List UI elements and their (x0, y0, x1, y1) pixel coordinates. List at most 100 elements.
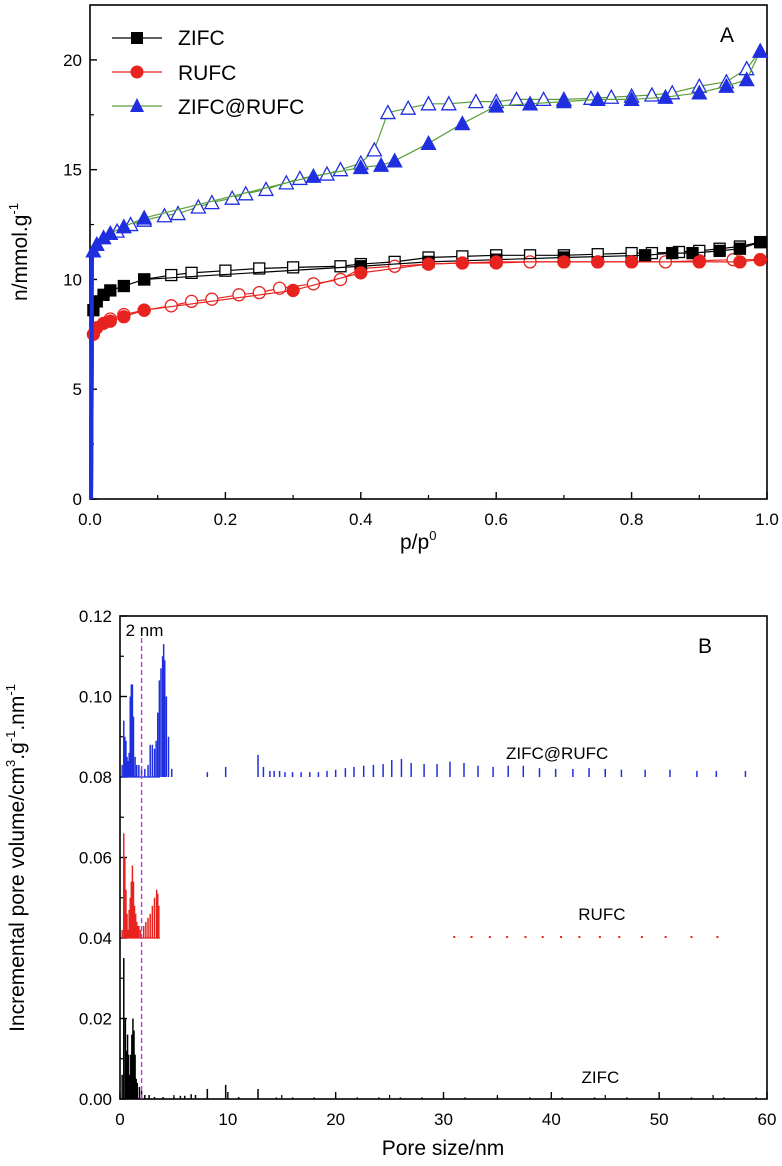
mark-rufc (640, 936, 643, 938)
adsorption-point-rufc (557, 255, 571, 269)
adsorption-point-zifc-rufc (589, 91, 606, 107)
x-tick-label-a: 0.4 (349, 510, 373, 529)
y-axis-title-a-sup: -1 (6, 203, 21, 215)
desorption-point-zifc-rufc (420, 95, 437, 111)
mark-rufc (578, 936, 581, 938)
desorption-point-zifc-rufc (379, 104, 396, 120)
x-axis-title-a-sup: 0 (429, 528, 436, 543)
desorption-point-zifc-rufc (169, 205, 187, 221)
series-label-rufc: RUFC (578, 905, 625, 924)
y-tick-label-a: 20 (63, 51, 82, 70)
desorption-point-rufc (387, 259, 402, 273)
mark-rufc (618, 936, 621, 938)
desorption-point-zifc (253, 262, 266, 275)
desorption-point-zifc-rufc (156, 207, 173, 223)
adsorption-point-zifc (754, 235, 767, 249)
y-tick-label-b: 0.08 (79, 768, 112, 787)
desorption-point-zifc-rufc (291, 170, 308, 186)
adsorption-point-rufc (489, 255, 503, 269)
adsorption-point-rufc (624, 255, 639, 269)
adsorption-point-zifc (686, 246, 699, 260)
adsorption-point-zifc-rufc (352, 159, 369, 175)
adsorption-point-zifc-rufc (305, 167, 322, 183)
mark-rufc (560, 936, 563, 938)
adsorption-point-zifc-rufc (420, 134, 437, 150)
desorption-point-rufc (252, 285, 266, 300)
y-tick-label-b: 0.12 (79, 607, 112, 626)
y-axis-title-b-sup3: -1 (3, 684, 18, 696)
adsorption-point-zifc-rufc (691, 84, 708, 100)
series-zifc (121, 958, 757, 1099)
two-nm-annotation: 2 nm (126, 621, 164, 640)
low-pressure-rise-zifc-rufc (89, 250, 95, 500)
adsorption-point-zifc-rufc (718, 77, 735, 93)
y-axis-title-b-sup2: -1 (3, 731, 18, 743)
adsorption-point-zifc-rufc (373, 156, 390, 172)
x-tick-label-b: 20 (326, 1110, 345, 1129)
mark-rufc (453, 936, 456, 938)
mark-rufc (716, 936, 719, 938)
y-tick-label-b: 0.00 (79, 1090, 112, 1109)
adsorption-point-rufc (421, 257, 436, 271)
legend-marker-zifc (131, 32, 143, 44)
desorption-point-zifc-rufc (366, 141, 383, 157)
adsorption-point-zifc-rufc (488, 97, 505, 113)
adsorption-point-zifc-rufc (386, 152, 403, 168)
y-axis-title-b-sup1: 3 (3, 760, 18, 767)
desorption-point-rufc (184, 294, 199, 309)
adsorption-point-zifc-rufc (136, 209, 153, 225)
x-tick-label-b: 50 (650, 1110, 669, 1129)
adsorption-point-zifc-rufc (454, 115, 471, 131)
mark-rufc (488, 936, 491, 938)
y-tick-label-b: 0.04 (79, 929, 112, 948)
adsorption-point-zifc (638, 249, 652, 262)
x-tick-label-a: 0.2 (214, 510, 238, 529)
desorption-point-zifc-rufc (190, 198, 207, 214)
adsorption-point-zifc-rufc (555, 93, 572, 109)
y-tick-label-b: 0.10 (79, 688, 112, 707)
adsorption-point-rufc (137, 303, 151, 317)
x-tick-label-b: 0 (115, 1110, 124, 1129)
y-axis-title-a-main: n/mmol.g (9, 215, 32, 301)
x-tick-label-b: 10 (218, 1110, 237, 1129)
y-tick-label-a: 15 (63, 161, 82, 180)
adsorption-point-zifc (117, 279, 130, 293)
desorption-point-rufc (205, 292, 219, 306)
x-tick-label-b: 40 (542, 1110, 561, 1129)
adsorption-point-zifc (104, 284, 117, 297)
desorption-point-zifc-rufc (467, 93, 484, 109)
desorption-point-zifc (334, 260, 347, 273)
mark-rufc (598, 936, 601, 938)
adsorption-point-zifc-rufc (521, 95, 539, 111)
series-zifc-rufc (121, 644, 747, 778)
desorption-point-zifc (185, 266, 198, 280)
y-axis-title-b-part3: .nm (6, 696, 29, 731)
adsorption-point-rufc (692, 255, 706, 269)
desorption-point-zifc-rufc (508, 91, 525, 107)
desorption-point-zifc-rufc (440, 95, 457, 111)
legend-label-zifc-rufc: ZIFC@RUFC (178, 96, 304, 119)
mark-rufc (664, 936, 667, 938)
y-axis-title-b-part2: .g (6, 742, 29, 760)
series-label-zifc: ZIFC (582, 1068, 620, 1087)
adsorption-point-rufc (354, 266, 368, 280)
series-rufc (121, 833, 719, 939)
legend-label-zifc: ZIFC (178, 27, 225, 50)
adsorption-point-zifc-rufc (657, 88, 674, 104)
y-tick-label-a: 0 (73, 490, 82, 509)
adsorption-point-zifc (138, 273, 151, 286)
adsorption-point-zifc-rufc (102, 224, 119, 240)
y-tick-label-a: 10 (63, 270, 82, 289)
adsorption-line-rufc (90, 259, 761, 478)
panel-b: 0 10 20 30 40 50 60 0.00 0.02 0.04 0.06 0.08 0.10 0.1… (3, 607, 776, 1160)
mark-rufc (541, 936, 544, 938)
mark-rufc (524, 936, 527, 938)
legend-label-rufc: RUFC (178, 62, 236, 85)
adsorption-point-rufc (733, 255, 747, 269)
adsorption-point-zifc (666, 246, 679, 260)
desorption-line-rufc (110, 259, 761, 320)
adsorption-point-rufc (591, 255, 605, 269)
y-axis-title-a: n/mmol.g-1 (6, 203, 32, 301)
series-zifc-rufc-adsorption (85, 42, 769, 500)
